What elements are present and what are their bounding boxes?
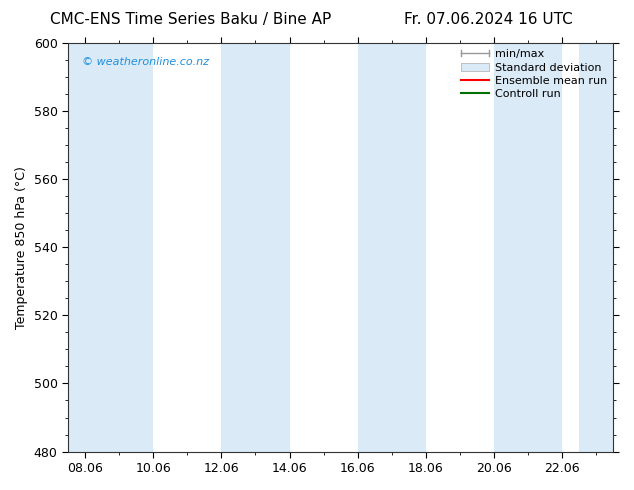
Bar [494, 43, 562, 452]
Bar [358, 43, 426, 452]
Bar [579, 43, 614, 452]
Bar [221, 43, 290, 452]
Legend: min/max, Standard deviation, Ensemble mean run, Controll run: min/max, Standard deviation, Ensemble me… [456, 45, 611, 104]
Y-axis label: Temperature 850 hPa (°C): Temperature 850 hPa (°C) [15, 166, 28, 328]
Text: CMC-ENS Time Series Baku / Bine AP: CMC-ENS Time Series Baku / Bine AP [49, 12, 331, 27]
Text: Fr. 07.06.2024 16 UTC: Fr. 07.06.2024 16 UTC [404, 12, 573, 27]
Bar [68, 43, 153, 452]
Text: © weatheronline.co.nz: © weatheronline.co.nz [82, 57, 209, 67]
